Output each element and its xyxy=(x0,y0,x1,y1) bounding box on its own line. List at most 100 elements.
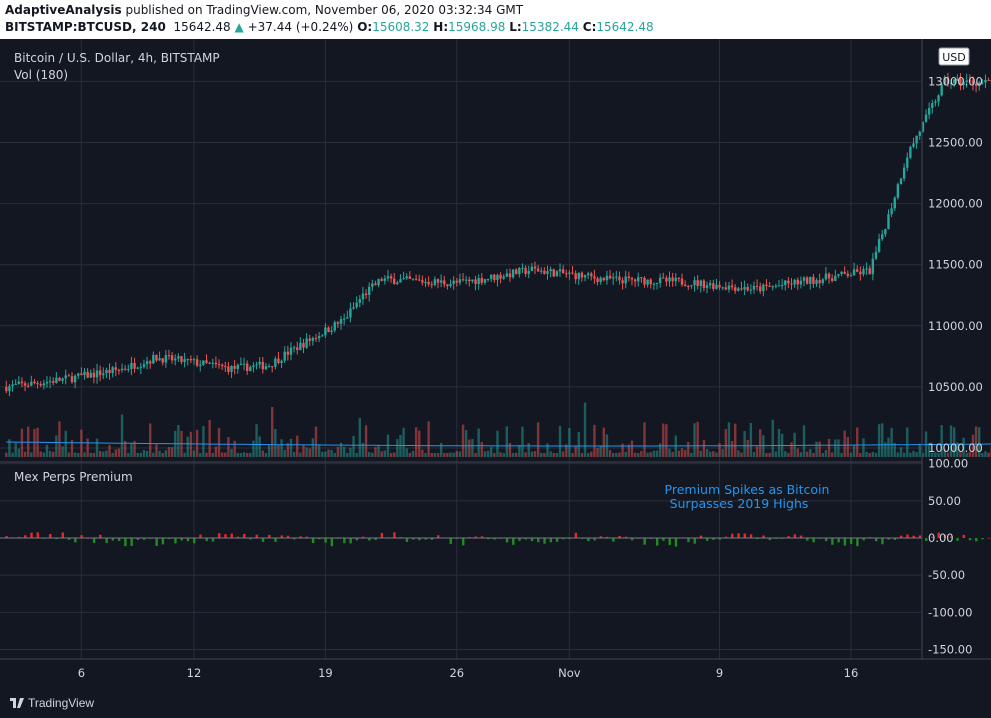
volume-bar xyxy=(952,427,956,457)
candle-body xyxy=(586,273,590,276)
candle-body xyxy=(649,279,652,285)
volume-bar xyxy=(42,452,46,457)
pair-legend: Bitcoin / U.S. Dollar, 4h, BITSTAMP xyxy=(14,51,220,65)
premium-bar xyxy=(968,538,972,541)
candle-body xyxy=(608,275,612,279)
volume-bar xyxy=(264,452,268,457)
premium-bar xyxy=(487,538,490,540)
candle-body xyxy=(214,362,218,365)
volume-bar xyxy=(558,425,562,457)
volume-bar xyxy=(530,451,534,457)
time-axis[interactable]: 6 12 19 26 Nov 9 16 xyxy=(78,666,859,680)
candle-body xyxy=(812,276,815,284)
candle-body xyxy=(593,276,596,279)
volume-bar xyxy=(424,452,427,457)
volume-bar xyxy=(718,443,721,457)
volume-bar xyxy=(11,452,14,457)
tradingview-brand[interactable]: TradingView xyxy=(10,696,94,710)
volume-bar xyxy=(202,425,205,457)
candle-body xyxy=(377,279,380,286)
candle-body xyxy=(364,293,368,296)
candle-body xyxy=(77,373,80,376)
volume-bar xyxy=(843,430,846,457)
candle-body xyxy=(987,79,990,81)
volume-bar xyxy=(583,402,587,457)
candle-body xyxy=(327,327,330,333)
premium-bar xyxy=(380,532,384,538)
premium-bar xyxy=(605,536,609,538)
volume-bar xyxy=(599,445,602,457)
candle-body xyxy=(774,285,778,287)
volume-bar xyxy=(652,450,656,457)
price-tick-label: 11000.00 xyxy=(928,319,983,333)
candle-body xyxy=(683,284,687,287)
candle-body xyxy=(183,359,186,363)
premium-bar xyxy=(268,534,271,538)
candle-body xyxy=(971,80,975,84)
chart-canvas[interactable]: 10000.00 10500.00 11000.00 11500.00 12000.00… xyxy=(0,39,991,686)
premium-bar xyxy=(925,538,928,541)
premium-bar xyxy=(524,538,528,540)
volume-bar xyxy=(436,452,440,457)
candle-body xyxy=(571,272,574,274)
volume-bar xyxy=(859,452,862,457)
candle-body xyxy=(36,383,39,385)
volume-bar xyxy=(978,427,981,457)
volume-bar xyxy=(477,428,480,457)
candle-body xyxy=(502,276,505,279)
volume-bar xyxy=(95,438,99,457)
candle-body xyxy=(505,273,509,277)
publisher-name[interactable]: AdaptiveAnalysis xyxy=(5,3,122,17)
candle-body xyxy=(952,79,956,83)
premium-bar xyxy=(975,538,978,542)
premium-bar xyxy=(130,538,133,546)
volume-bar xyxy=(380,451,383,457)
volume-bar xyxy=(280,439,283,457)
volume-bar xyxy=(383,450,387,457)
volume-bar xyxy=(615,452,618,457)
candle-body xyxy=(549,269,552,272)
volume-bar xyxy=(640,450,643,457)
candle-body xyxy=(230,365,233,372)
premium-bar xyxy=(117,538,121,541)
price-axis[interactable]: 10000.00 10500.00 11000.00 11500.00 12000.00… xyxy=(928,39,983,455)
premium-bar xyxy=(737,533,740,538)
candle-body xyxy=(317,335,321,339)
premium-bar xyxy=(80,535,83,538)
candle-body xyxy=(956,79,959,81)
premium-bar xyxy=(361,536,365,538)
candle-body xyxy=(167,355,171,357)
volume-bar xyxy=(946,452,950,457)
candle-body xyxy=(674,277,677,282)
volume-bar xyxy=(740,452,743,457)
candle-body xyxy=(937,95,940,102)
candle-body xyxy=(511,269,515,278)
volume-bar xyxy=(927,442,931,457)
candle-body xyxy=(477,278,480,284)
premium-bar xyxy=(574,532,578,538)
volume-bar xyxy=(527,443,530,457)
candle-body xyxy=(871,258,875,275)
premium-bar xyxy=(987,537,990,539)
volume-bar xyxy=(649,452,652,457)
candle-body xyxy=(946,77,950,84)
currency-badge[interactable]: USD xyxy=(938,47,970,66)
candle-body xyxy=(762,284,765,292)
volume-bar xyxy=(693,423,696,457)
volume-bar xyxy=(749,422,753,457)
premium-axis[interactable]: 100.00 50.00 0.00 -50.00 -100.00 -150.00 xyxy=(928,457,972,657)
volume-bar xyxy=(668,448,671,457)
premium-bar xyxy=(643,538,646,545)
ohlc-summary: BITSTAMP:BTCUSD, 240 15642.48 ▲ +37.44 (… xyxy=(5,20,654,34)
volume-bar xyxy=(220,452,224,457)
volume-bar xyxy=(77,453,80,457)
candle-body xyxy=(643,277,646,285)
candle-body xyxy=(799,280,803,285)
volume-bar xyxy=(421,449,424,457)
volume-bar xyxy=(361,442,365,457)
candle-body xyxy=(352,307,355,309)
premium-bar xyxy=(155,538,158,546)
candle-body xyxy=(289,347,293,355)
volume-bar xyxy=(461,424,465,457)
volume-bar xyxy=(139,452,143,457)
